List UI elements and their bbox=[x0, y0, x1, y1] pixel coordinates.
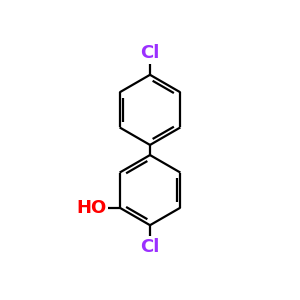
Text: Cl: Cl bbox=[140, 238, 160, 256]
Text: Cl: Cl bbox=[140, 44, 160, 62]
Text: HO: HO bbox=[76, 199, 107, 217]
